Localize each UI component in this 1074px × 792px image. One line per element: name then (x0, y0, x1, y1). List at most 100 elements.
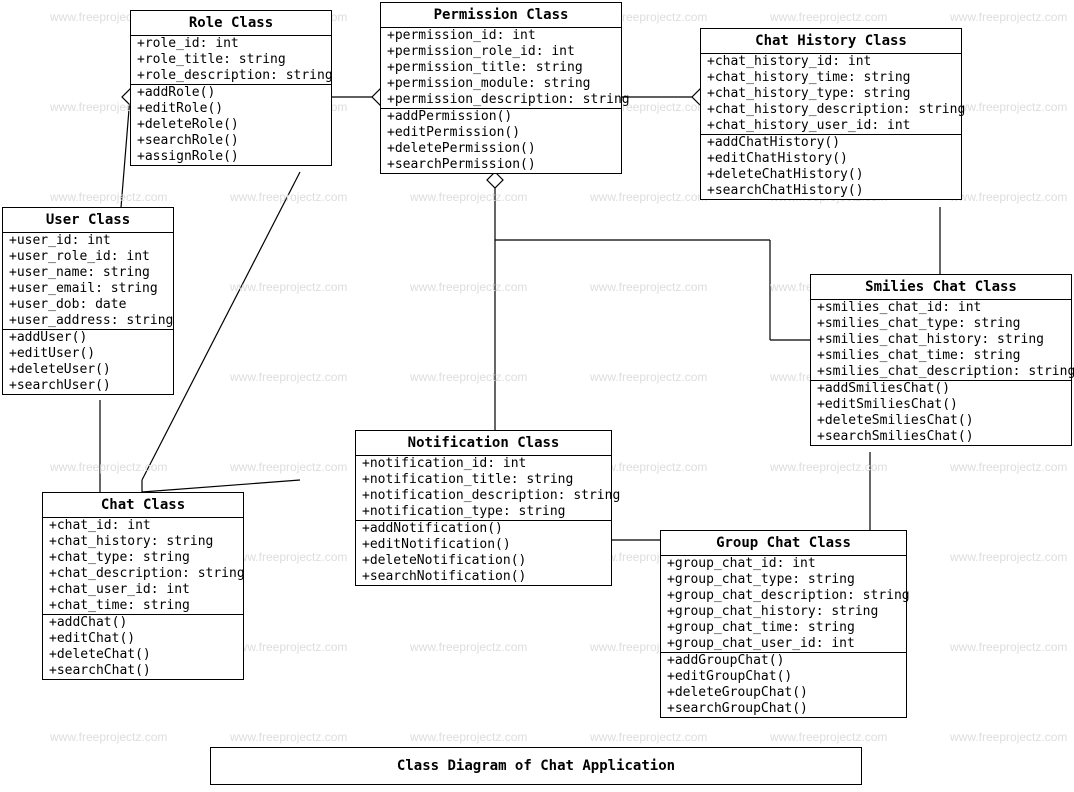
watermark-text: www.freeprojectz.com (950, 460, 1067, 474)
watermark-text: www.freeprojectz.com (410, 640, 527, 654)
class-operations: +addChatHistory()+editChatHistory()+dele… (701, 135, 961, 199)
class-role: Role Class+role_id: int+role_title: stri… (130, 10, 332, 166)
watermark-text: www.freeprojectz.com (410, 370, 527, 384)
class-operation: +editChatHistory() (701, 151, 961, 167)
class-attribute: +notification_title: string (356, 472, 611, 488)
class-title: Permission Class (381, 3, 621, 28)
class-operation: +deleteNotification() (356, 553, 611, 569)
watermark-text: www.freeprojectz.com (50, 190, 167, 204)
watermark-text: www.freeprojectz.com (410, 730, 527, 744)
class-operation: +editRole() (131, 101, 331, 117)
watermark-text: www.freeprojectz.com (950, 190, 1067, 204)
class-attribute: +chat_history: string (43, 534, 243, 550)
class-operation: +searchNotification() (356, 569, 611, 585)
class-attribute: +user_name: string (3, 265, 173, 281)
watermark-text: www.freeprojectz.com (950, 100, 1067, 114)
class-operation: +addPermission() (381, 109, 621, 125)
class-operation: +addUser() (3, 330, 173, 346)
class-operation: +addRole() (131, 85, 331, 101)
class-operation: +deletePermission() (381, 141, 621, 157)
watermark-text: www.freeprojectz.com (950, 730, 1067, 744)
class-attribute: +user_email: string (3, 281, 173, 297)
class-title: Notification Class (356, 431, 611, 456)
class-attribute: +smilies_chat_description: string (811, 364, 1071, 380)
class-attributes: +role_id: int+role_title: string+role_de… (131, 36, 331, 85)
class-attribute: +user_id: int (3, 233, 173, 249)
watermark-text: www.freeprojectz.com (230, 640, 347, 654)
class-user: User Class+user_id: int+user_role_id: in… (2, 207, 174, 395)
class-operation: +searchGroupChat() (661, 701, 906, 717)
watermark-text: www.freeprojectz.com (950, 640, 1067, 654)
class-chathistory: Chat History Class+chat_history_id: int+… (700, 28, 962, 200)
class-operations: +addPermission()+editPermission()+delete… (381, 109, 621, 173)
watermark-text: www.freeprojectz.com (590, 370, 707, 384)
watermark-text: www.freeprojectz.com (410, 280, 527, 294)
class-attribute: +permission_role_id: int (381, 44, 621, 60)
class-attribute: +role_description: string (131, 68, 331, 84)
watermark-text: www.freeprojectz.com (770, 10, 887, 24)
class-attribute: +notification_description: string (356, 488, 611, 504)
class-attribute: +permission_title: string (381, 60, 621, 76)
class-operation: +addNotification() (356, 521, 611, 537)
class-attribute: +notification_id: int (356, 456, 611, 472)
class-attribute: +group_chat_history: string (661, 604, 906, 620)
class-operation: +editSmiliesChat() (811, 397, 1071, 413)
class-operation: +editGroupChat() (661, 669, 906, 685)
class-attributes: +chat_history_id: int+chat_history_time:… (701, 54, 961, 135)
class-attributes: +group_chat_id: int+group_chat_type: str… (661, 556, 906, 653)
class-operation: +editUser() (3, 346, 173, 362)
class-attribute: +permission_id: int (381, 28, 621, 44)
class-attribute: +chat_history_user_id: int (701, 118, 961, 134)
class-attribute: +chat_description: string (43, 566, 243, 582)
class-operation: +deleteChatHistory() (701, 167, 961, 183)
class-attribute: +permission_description: string (381, 92, 621, 108)
class-attribute: +smilies_chat_id: int (811, 300, 1071, 316)
class-operation: +deleteChat() (43, 647, 243, 663)
class-operation: +deleteGroupChat() (661, 685, 906, 701)
class-title: User Class (3, 208, 173, 233)
class-attribute: +user_dob: date (3, 297, 173, 313)
class-attributes: +chat_id: int+chat_history: string+chat_… (43, 518, 243, 615)
class-attributes: +user_id: int+user_role_id: int+user_nam… (3, 233, 173, 330)
class-attribute: +group_chat_type: string (661, 572, 906, 588)
watermark-text: www.freeprojectz.com (590, 280, 707, 294)
watermark-text: www.freeprojectz.com (230, 190, 347, 204)
class-attribute: +group_chat_id: int (661, 556, 906, 572)
class-operation: +searchPermission() (381, 157, 621, 173)
watermark-text: www.freeprojectz.com (770, 730, 887, 744)
watermark-text: www.freeprojectz.com (50, 460, 167, 474)
class-operation: +searchChatHistory() (701, 183, 961, 199)
watermark-text: www.freeprojectz.com (230, 460, 347, 474)
class-operation: +assignRole() (131, 149, 331, 165)
watermark-text: www.freeprojectz.com (410, 190, 527, 204)
class-attribute: +chat_history_type: string (701, 86, 961, 102)
class-attribute: +smilies_chat_time: string (811, 348, 1071, 364)
class-operation: +searchSmiliesChat() (811, 429, 1071, 445)
class-operation: +editNotification() (356, 537, 611, 553)
class-attribute: +chat_user_id: int (43, 582, 243, 598)
watermark-text: www.freeprojectz.com (950, 550, 1067, 564)
class-operation: +deleteRole() (131, 117, 331, 133)
class-operation: +searchUser() (3, 378, 173, 394)
class-attribute: +group_chat_user_id: int (661, 636, 906, 652)
class-title: Chat History Class (701, 29, 961, 54)
class-operations: +addChat()+editChat()+deleteChat()+searc… (43, 615, 243, 679)
diagram-caption: Class Diagram of Chat Application (210, 747, 862, 785)
watermark-text: www.freeprojectz.com (590, 730, 707, 744)
watermark-text: www.freeprojectz.com (230, 730, 347, 744)
class-operation: +searchChat() (43, 663, 243, 679)
class-notification: Notification Class+notification_id: int+… (355, 430, 612, 586)
class-attribute: +smilies_chat_history: string (811, 332, 1071, 348)
class-operation: +addChatHistory() (701, 135, 961, 151)
class-attribute: +chat_time: string (43, 598, 243, 614)
class-attribute: +chat_history_time: string (701, 70, 961, 86)
class-operations: +addUser()+editUser()+deleteUser()+searc… (3, 330, 173, 394)
class-attributes: +permission_id: int+permission_role_id: … (381, 28, 621, 109)
class-attribute: +user_role_id: int (3, 249, 173, 265)
class-title: Role Class (131, 11, 331, 36)
class-operation: +editPermission() (381, 125, 621, 141)
class-operations: +addNotification()+editNotification()+de… (356, 521, 611, 585)
class-attribute: +group_chat_description: string (661, 588, 906, 604)
class-operations: +addGroupChat()+editGroupChat()+deleteGr… (661, 653, 906, 717)
class-operation: +deleteUser() (3, 362, 173, 378)
